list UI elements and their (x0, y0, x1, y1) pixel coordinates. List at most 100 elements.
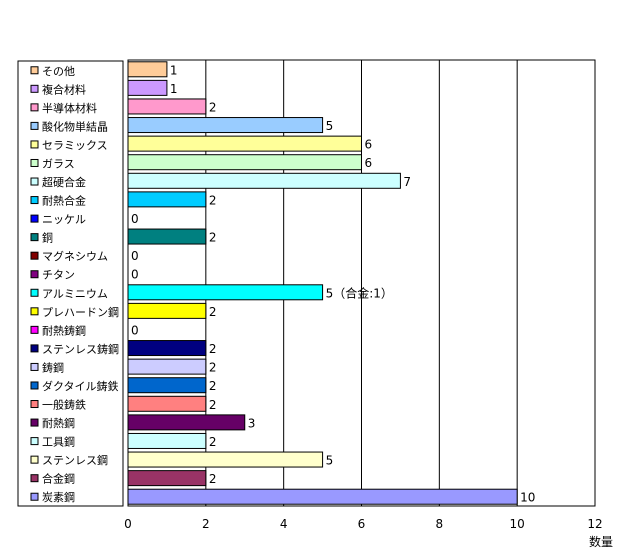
bars (127, 61, 518, 505)
data-label: 5 (326, 454, 334, 468)
x-axis-label: 数量 (589, 534, 613, 549)
legend-swatch (30, 251, 39, 260)
data-label: 2 (209, 435, 217, 449)
data-label: 0 (131, 249, 139, 263)
legend-label: チタン (42, 269, 75, 282)
legend-label: 銅 (42, 231, 53, 245)
bar (127, 98, 207, 115)
bar (127, 154, 362, 171)
bar (127, 451, 324, 468)
data-labels: 1 1 2 5 6 6 7 2 0 2 0 0 5（合金:1） 2 0 2 2 2 2 3 2 5 2 10 (131, 63, 535, 504)
legend-swatch (30, 381, 39, 390)
legend-label: 工具鋼 (42, 435, 75, 449)
x-axis-ticks: 0 2 4 6 8 10 12 (124, 517, 602, 531)
data-label: 1 (170, 82, 178, 96)
x-tick-label: 6 (358, 517, 366, 531)
legend-swatch (30, 177, 39, 186)
data-label: 0 (131, 323, 139, 337)
legend-label: ガラス (42, 157, 75, 170)
data-label: 2 (209, 342, 217, 356)
legend-swatch (30, 437, 39, 446)
bar (127, 358, 207, 375)
legend-label: セラミックス (42, 139, 108, 152)
legend-swatch (30, 103, 39, 112)
legend-swatch (30, 84, 39, 93)
legend-swatch (30, 455, 39, 464)
legend-label: ステンレス鋳鋼 (42, 342, 119, 356)
legend-label: 一般鋳鉄 (42, 398, 86, 412)
legend-swatch (30, 325, 39, 334)
legend-label: アルミニウム (42, 287, 108, 300)
x-tick-label: 0 (124, 517, 132, 531)
legend-label: プレハードン鋼 (42, 305, 119, 319)
bar (127, 135, 362, 152)
legend-label: 炭素鋼 (42, 490, 75, 504)
bar (127, 61, 168, 78)
legend-label: 合金鋼 (42, 472, 75, 486)
legend-swatch (30, 158, 39, 167)
legend-label: 超硬合金 (42, 175, 86, 189)
legend-label: その他 (42, 65, 75, 78)
legend-swatch (30, 400, 39, 409)
data-label: 3 (248, 416, 256, 430)
legend-label: 半導体材料 (42, 101, 97, 115)
bar (127, 377, 207, 394)
bar (127, 79, 168, 96)
legend-label: ニッケル (42, 213, 86, 226)
bar (127, 191, 207, 208)
data-label: 7 (403, 175, 411, 189)
legend-label: ステンレス鋼 (42, 453, 108, 467)
legend-swatch (30, 288, 39, 297)
x-tick-label: 12 (587, 517, 602, 531)
bar (127, 488, 518, 505)
bar (127, 172, 401, 189)
legend-swatch (30, 140, 39, 149)
bar (127, 284, 324, 301)
legend-label: 耐熱合金 (42, 194, 86, 208)
legend-swatch (30, 492, 39, 501)
gridlines (205, 60, 518, 506)
bar (127, 302, 207, 319)
legend-swatch (30, 233, 39, 242)
x-tick-label: 2 (202, 517, 210, 531)
data-label: 6 (365, 156, 373, 170)
legend-box (17, 60, 124, 507)
data-label: 1 (170, 63, 178, 77)
data-label: 5 (326, 119, 334, 133)
data-label: 6 (365, 138, 373, 152)
bar (127, 395, 207, 412)
legend-label: 耐熱鋼 (42, 416, 75, 430)
data-label: 2 (209, 398, 217, 412)
data-label: 2 (209, 472, 217, 486)
legend: その他複合材料半導体材料酸化物単結晶セラミックスガラス超硬合金耐熱合金ニッケル銅… (30, 65, 119, 504)
data-label: 2 (209, 100, 217, 114)
bar (127, 432, 207, 449)
legend-label: 酸化物単結晶 (42, 119, 108, 133)
bar (127, 414, 246, 431)
bar (127, 340, 207, 357)
x-tick-label: 4 (280, 517, 288, 531)
legend-swatch (30, 196, 39, 205)
bar (127, 228, 207, 245)
legend-swatch (30, 214, 39, 223)
legend-label: 鋳鋼 (42, 360, 64, 374)
data-label: 2 (209, 305, 217, 319)
legend-swatch (30, 121, 39, 130)
data-label: 0 (131, 212, 139, 226)
x-tick-label: 10 (510, 517, 525, 531)
legend-swatch (30, 344, 39, 353)
data-label: 0 (131, 268, 139, 282)
data-label: 10 (520, 491, 535, 505)
legend-swatch (30, 418, 39, 427)
legend-label: 複合材料 (42, 82, 86, 96)
legend-swatch (30, 307, 39, 316)
data-label: 5（合金:1） (326, 285, 393, 300)
bar (127, 470, 207, 487)
x-tick-label: 8 (436, 517, 444, 531)
data-label: 2 (209, 231, 217, 245)
legend-label: 耐熱鋳鋼 (42, 323, 86, 337)
data-label: 2 (209, 379, 217, 393)
legend-swatch (30, 474, 39, 483)
legend-label: マグネシウム (42, 249, 108, 263)
